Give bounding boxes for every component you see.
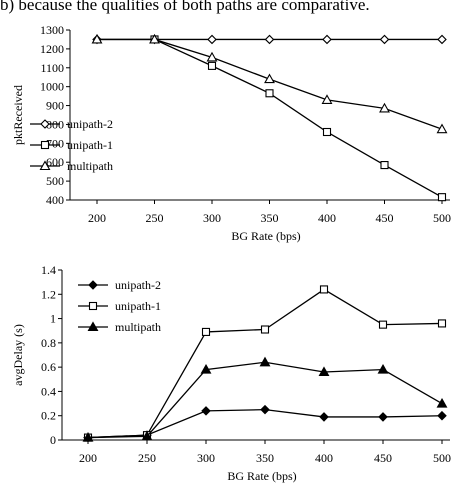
- data-point-unipath-1: [207, 61, 217, 70]
- data-point-unipath-2: [322, 34, 332, 45]
- data-point-unipath-1: [437, 319, 447, 328]
- data-point-unipath-2: [437, 34, 447, 45]
- legend-label: unipath-1: [115, 299, 161, 313]
- data-point-multipath: [436, 397, 448, 408]
- y-tick-label: 900: [46, 99, 64, 113]
- y-tick-label: 500: [46, 174, 64, 188]
- legend-marker: [88, 280, 98, 290]
- x-tick-label: 400: [315, 451, 333, 465]
- x-tick-label: 500: [433, 211, 451, 225]
- data-point-multipath: [259, 356, 271, 367]
- y-axis-label: avgDelay (s): [11, 324, 25, 386]
- y-tick-label: 0.4: [41, 384, 56, 398]
- y-tick-label: 0.6: [41, 360, 56, 374]
- legend-label: multipath: [115, 320, 161, 334]
- x-axis-label: BG Rate (bps): [227, 469, 296, 483]
- legend-label: unipath-2: [115, 278, 161, 292]
- data-point-multipath: [200, 363, 212, 374]
- data-point-multipath: [321, 94, 333, 104]
- x-tick-label: 400: [318, 211, 336, 225]
- x-tick-label: 500: [433, 451, 451, 465]
- x-tick-label: 350: [256, 451, 274, 465]
- data-point-multipath: [379, 102, 390, 113]
- data-point-unipath-1: [319, 285, 329, 294]
- x-tick-label: 450: [374, 451, 392, 465]
- x-tick-label: 250: [146, 211, 164, 225]
- data-point-multipath: [206, 51, 218, 62]
- data-point-multipath: [436, 123, 448, 134]
- x-tick-label: 200: [88, 211, 106, 225]
- data-point-unipath-1: [380, 161, 389, 170]
- legend-marker: [40, 119, 50, 129]
- x-tick-label: 200: [79, 451, 97, 465]
- legend-label: unipath-2: [67, 117, 113, 131]
- data-point-unipath-2: [207, 34, 217, 45]
- y-tick-label: 1.4: [41, 263, 56, 277]
- series-line-multipath: [97, 38, 443, 130]
- x-tick-label: 450: [376, 211, 394, 225]
- legend-marker: [39, 160, 51, 171]
- x-axis-label: BG Rate (bps): [231, 229, 300, 243]
- data-point-unipath-1: [437, 193, 447, 202]
- legend-marker: [88, 301, 98, 311]
- series-line-multipath: [87, 361, 443, 439]
- data-point-unipath-2: [264, 34, 275, 45]
- legend-label: unipath-1: [67, 138, 113, 152]
- y-tick-label: 0: [50, 433, 56, 447]
- data-point-unipath-1: [378, 320, 388, 329]
- y-tick-label: 1300: [40, 23, 64, 37]
- data-point-unipath-1: [201, 327, 211, 336]
- data-point-unipath-2: [437, 410, 447, 421]
- legend-marker: [87, 321, 99, 332]
- caption-text-fragment: b) because the qualities of both paths a…: [0, 0, 370, 14]
- legend-label: multipath: [67, 159, 113, 173]
- legend-marker: [40, 140, 50, 150]
- data-point-unipath-1: [260, 325, 270, 334]
- x-tick-label: 300: [203, 211, 221, 225]
- data-point-multipath: [318, 366, 330, 377]
- data-point-multipath: [377, 363, 389, 374]
- y-tick-label: 1000: [40, 80, 64, 94]
- series-line-unipath-1: [154, 38, 443, 198]
- data-point-multipath: [141, 430, 153, 441]
- x-tick-label: 250: [138, 451, 156, 465]
- y-tick-label: 700: [46, 136, 64, 150]
- data-point-multipath: [149, 33, 160, 44]
- y-tick-label: 0.8: [41, 336, 56, 350]
- data-point-unipath-1: [322, 127, 332, 137]
- data-point-multipath: [91, 33, 103, 44]
- data-point-unipath-2: [319, 412, 329, 422]
- y-tick-label: 0.2: [41, 409, 56, 423]
- y-tick-label: 400: [46, 193, 64, 207]
- data-point-unipath-2: [260, 404, 270, 415]
- data-point-unipath-1: [265, 89, 274, 98]
- y-tick-label: 1200: [40, 42, 64, 56]
- data-point-unipath-2: [379, 34, 390, 45]
- data-point-multipath: [264, 73, 275, 84]
- data-point-unipath-2: [378, 412, 388, 422]
- y-axis-label: pktReceived: [11, 85, 25, 145]
- data-point-multipath: [82, 431, 94, 442]
- y-tick-label: 1100: [40, 61, 64, 75]
- x-tick-label: 300: [197, 451, 215, 465]
- x-tick-label: 350: [261, 211, 279, 225]
- data-point-unipath-2: [201, 406, 211, 416]
- y-tick-label: 1: [50, 312, 56, 326]
- y-tick-label: 1.2: [41, 287, 56, 301]
